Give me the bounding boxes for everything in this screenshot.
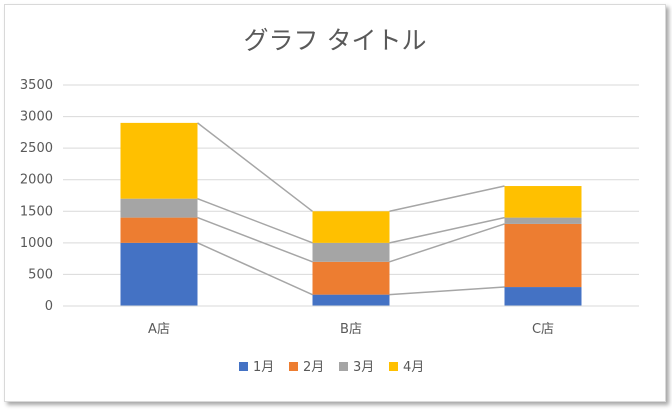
series-line [197, 216, 313, 263]
bars [120, 122, 582, 306]
series-line [197, 122, 313, 212]
bar-segment [312, 211, 390, 243]
series-line [389, 216, 505, 244]
legend-label: 1月 [253, 360, 274, 375]
legend-swatch [339, 362, 348, 371]
y-tick-label: 1000 [20, 236, 53, 251]
legend-swatch [239, 362, 248, 371]
y-tick-label: 2000 [20, 173, 53, 188]
bar-segment [504, 223, 582, 288]
bar-segment [120, 122, 198, 199]
x-axis: A店 B店 C店 [63, 305, 639, 337]
series-line [389, 223, 505, 263]
y-tick-label: 3500 [20, 78, 53, 93]
legend-swatch [389, 362, 398, 371]
series-line [197, 197, 313, 244]
legend-label: 4月 [403, 360, 424, 375]
series-line [389, 185, 505, 213]
y-axis: 0 500 1000 1500 2000 2500 3000 3500 [20, 78, 53, 314]
bar-segment [504, 186, 582, 218]
y-tick-label: 500 [28, 267, 53, 282]
bar-segment [312, 261, 390, 295]
stacked-bar-chart: グラフ タイトル 0 500 1000 1500 2000 2500 3000 3500 A店… [20, 26, 639, 375]
bar-segment [312, 294, 390, 306]
chart-area: グラフ タイトル 0 500 1000 1500 2000 2500 3000 3500 A店… [4, 4, 666, 402]
series-line [197, 242, 313, 296]
series-line [389, 286, 505, 296]
bar-segment [504, 287, 582, 306]
bar-segment [120, 198, 198, 218]
legend-label: 2月 [303, 360, 324, 375]
legend: 1月 2月 3月 4月 [239, 360, 424, 375]
x-tick-label: C店 [532, 322, 554, 337]
bar-segment [504, 217, 582, 224]
legend-label: 3月 [353, 360, 374, 375]
y-tick-label: 2500 [20, 141, 53, 156]
series-lines [197, 122, 505, 296]
chart-title: グラフ タイトル [244, 26, 427, 55]
legend-swatch [289, 362, 298, 371]
bar-segment [120, 242, 198, 306]
bar-segment [120, 217, 198, 243]
x-tick-label: A店 [148, 322, 170, 337]
y-tick-label: 1500 [20, 204, 53, 219]
y-tick-label: 0 [45, 299, 53, 314]
x-tick-label: B店 [340, 322, 362, 337]
bar-segment [312, 242, 390, 262]
y-tick-label: 3000 [20, 110, 53, 125]
